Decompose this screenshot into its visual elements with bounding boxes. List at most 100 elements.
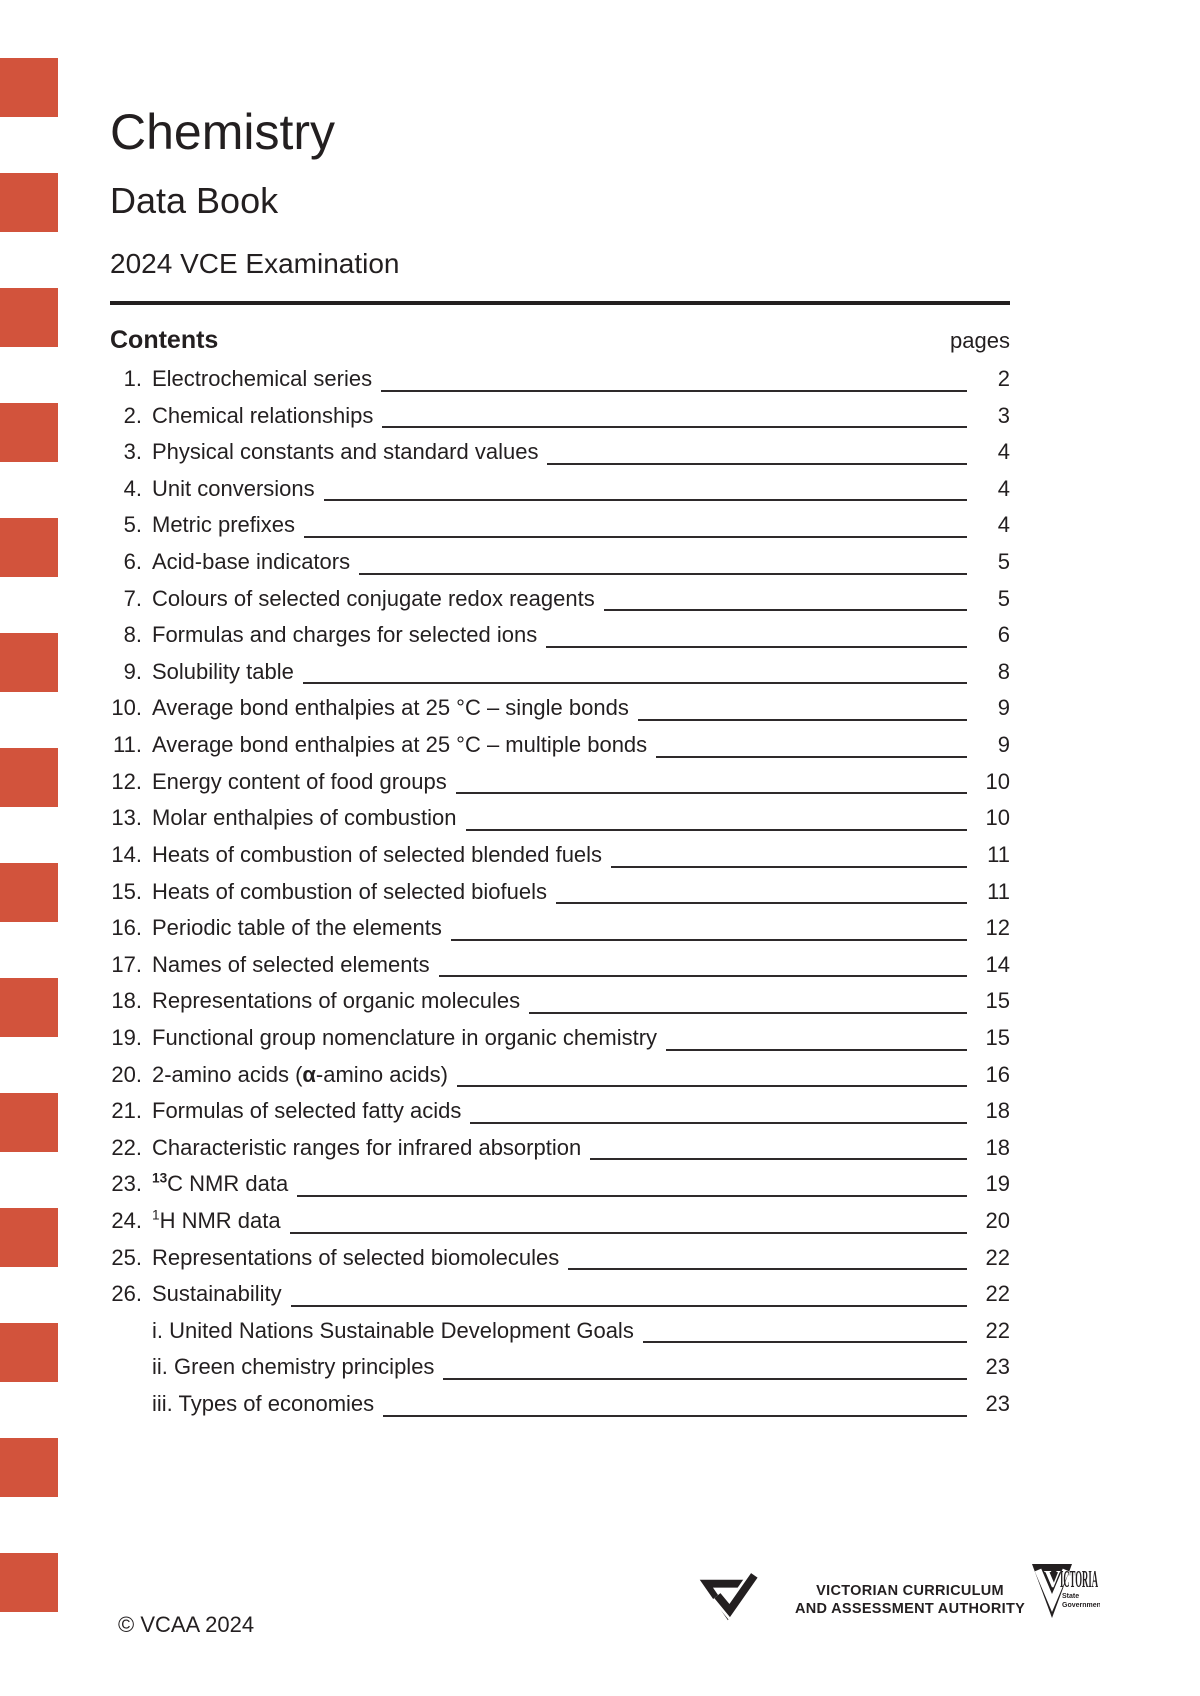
toc-item: 10. Average bond enthalpies at 25 °C – si… xyxy=(110,690,1010,727)
toc-item-label: i. United Nations Sustainable Developmen… xyxy=(152,1317,634,1343)
toc-page-number: 20 xyxy=(985,1208,1010,1234)
toc-item-number: 11. xyxy=(113,732,142,758)
toc-item-label: Energy content of food groups xyxy=(152,768,447,794)
toc-leader-line xyxy=(656,755,967,758)
victoria-triangle-icon: V ICTORIA State Government xyxy=(1032,1564,1104,1618)
toc-leader-line xyxy=(556,902,967,905)
toc-item-label: 2-amino acids (α-amino acids) xyxy=(152,1061,448,1087)
toc-item-number: 13. xyxy=(111,805,142,831)
toc-leader-line xyxy=(590,1158,967,1161)
toc-item-number: 12. xyxy=(111,768,142,794)
toc-item-number: 6. xyxy=(123,549,142,575)
toc-leader-line xyxy=(666,1048,967,1051)
toc-item: i. United Nations Sustainable Developmen… xyxy=(110,1313,1010,1350)
toc-leader-line xyxy=(546,645,967,648)
vcaa-logo-line1: VICTORIAN CURRICULUM xyxy=(816,1583,1004,1599)
toc-page-number: 12 xyxy=(985,915,1010,941)
toc-item-label: Solubility table xyxy=(152,658,294,684)
toc-item-label: Electrochemical series xyxy=(152,366,373,391)
toc-item: 12. Energy content of food groups 10 xyxy=(110,764,1010,801)
document-title: Chemistry xyxy=(110,104,336,160)
toc-page-number: 22 xyxy=(985,1317,1010,1343)
toc-leader-line xyxy=(289,1231,967,1234)
toc-page-number: 15 xyxy=(985,988,1010,1014)
toc-leader-line xyxy=(297,1195,967,1198)
toc-page-number: 5 xyxy=(997,585,1010,611)
vcaa-logo-text: VICTORIAN CURRICULUM AND ASSESSMENT AUTH… xyxy=(795,1582,1025,1618)
toc-page-number: 4 xyxy=(997,439,1010,465)
toc-leader-line xyxy=(470,1121,967,1124)
toc-page-number: 22 xyxy=(985,1244,1010,1270)
toc-leader-line xyxy=(443,1378,967,1381)
toc-leader-line xyxy=(304,536,967,539)
toc-page-number: 4 xyxy=(997,475,1010,501)
toc-page-number: 4 xyxy=(997,512,1010,538)
toc-item-label: Characteristic ranges for infrared absor… xyxy=(152,1134,582,1160)
toc-page-number: 2 xyxy=(997,366,1010,391)
toc-item-label: Representations of selected biomolecules xyxy=(152,1244,560,1270)
toc-leader-line xyxy=(637,719,967,722)
toc-page-number: 23 xyxy=(985,1391,1010,1417)
toc-item-label: Acid-base indicators xyxy=(152,549,351,575)
toc-item-number: 1. xyxy=(123,366,142,391)
toc-item-label: ii. Green chemistry principles xyxy=(152,1354,435,1380)
document-subtitle: Data Book xyxy=(110,180,279,221)
toc-item: 6. Acid-base indicators 5 xyxy=(110,544,1010,581)
toc-item: 4. Unit conversions 4 xyxy=(110,471,1010,508)
toc-leader-line xyxy=(547,462,967,465)
toc-item-label: Representations of organic molecules xyxy=(152,988,521,1014)
toc-item-label: Formulas and charges for selected ions xyxy=(152,622,538,648)
toc-item-number: 22. xyxy=(111,1134,142,1160)
toc-leader-line xyxy=(383,1414,967,1417)
copyright-notice: © VCAA 2024 xyxy=(118,1612,255,1637)
toc-item: 1. Electrochemical series 2 xyxy=(110,361,1010,398)
toc-leader-line xyxy=(450,938,967,941)
victoria-state-government-logo: V ICTORIA State Government xyxy=(1018,1560,1104,1643)
toc-page-number: 5 xyxy=(997,549,1010,575)
toc-item-number: 19. xyxy=(111,1024,142,1050)
toc-item: ii. Green chemistry principles 23 xyxy=(110,1349,1010,1386)
toc-item-number: 3. xyxy=(123,439,142,465)
toc-page-number: 6 xyxy=(997,622,1010,648)
toc-item-number: 14. xyxy=(111,841,142,867)
toc-leader-line xyxy=(381,389,967,392)
toc-item: 14. Heats of combustion of selected blend… xyxy=(110,837,1010,874)
toc-leader-line xyxy=(642,1341,967,1344)
toc-leader-line xyxy=(456,1085,967,1088)
toc-item: 25. Representations of selected biomolecu… xyxy=(110,1240,1010,1277)
toc-item: iii. Types of economies 23 xyxy=(110,1386,1010,1423)
toc-item-number: 9. xyxy=(123,658,142,684)
toc-item-label: Physical constants and standard values xyxy=(152,439,539,465)
toc-item-number: 25. xyxy=(111,1244,142,1270)
toc-leader-line xyxy=(611,865,967,868)
toc-page-number: 9 xyxy=(997,695,1010,721)
toc-item: 9. Solubility table 8 xyxy=(110,654,1010,691)
toc-item: 24. 1H NMR data 20 xyxy=(110,1203,1010,1240)
toc-item: 13. Molar enthalpies of combustion 10 xyxy=(110,800,1010,837)
svg-text:State: State xyxy=(1062,1593,1079,1600)
toc-item-number: 16. xyxy=(111,915,142,941)
toc-item: 22. Characteristic ranges for infrared ab… xyxy=(110,1130,1010,1167)
title-rule xyxy=(110,301,1010,305)
toc-item-number: 18. xyxy=(111,988,142,1014)
toc-item-label: Unit conversions xyxy=(152,475,315,501)
toc-item-number: 15. xyxy=(111,878,142,904)
toc-item-number: 7. xyxy=(123,585,142,611)
contents-heading: Contents xyxy=(110,326,219,354)
toc-item: 2. Chemical relationships 3 xyxy=(110,398,1010,435)
toc-leader-line xyxy=(382,426,967,429)
toc-item-number: 21. xyxy=(111,1098,142,1124)
toc-page-number: 23 xyxy=(985,1354,1010,1380)
accent-squares-rail xyxy=(0,58,58,1614)
toc-item-label: Average bond enthalpies at 25 °C – multi… xyxy=(152,732,648,758)
vcaa-logo-line2: AND ASSESSMENT AUTHORITY xyxy=(795,1601,1026,1617)
toc-item-label: Heats of combustion of selected biofuels xyxy=(152,878,548,904)
toc-item-number: 4. xyxy=(123,475,142,501)
toc-item: 15. Heats of combustion of selected biofu… xyxy=(110,874,1010,911)
svg-text:Government: Government xyxy=(1062,1602,1100,1609)
toc-page-number: 19 xyxy=(985,1171,1010,1197)
toc-item: 16. Periodic table of the elements 12 xyxy=(110,910,1010,947)
toc-item-number: 8. xyxy=(123,622,142,648)
toc-item: 21. Formulas of selected fatty acids 18 xyxy=(110,1093,1010,1130)
toc-item-number: 2. xyxy=(123,402,142,428)
